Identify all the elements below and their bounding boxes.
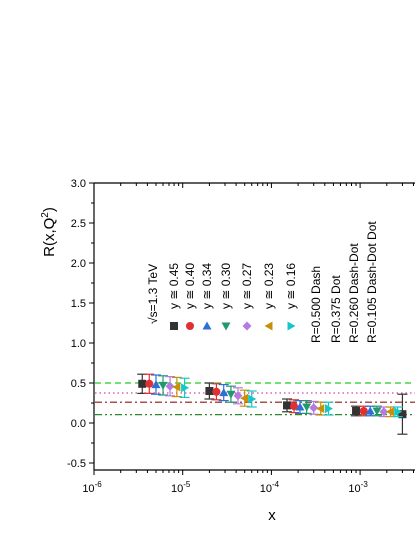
data-point [219,388,229,397]
legend-label: y ≅ 0.34 [200,263,214,309]
data-point [309,403,319,413]
legend-marker [202,321,212,330]
legend-marker [221,322,231,331]
data-point [212,387,221,396]
y-tick-label: 2.0 [71,258,86,270]
y-tick-label: 0.0 [71,418,86,430]
data-series [165,376,389,418]
data-series [158,375,382,417]
legend-label: y ≅ 0.27 [240,263,254,309]
x-tick-label: 10-6 [82,480,102,495]
data-point [181,383,190,393]
y-tick-label: -0.5 [67,458,86,470]
legend-label: y ≅ 0.23 [262,263,276,309]
data-point [151,380,161,389]
legend: y ≅ 0.45 y ≅ 0.40 y ≅ 0.34 y ≅ 0.30 y ≅ 0.27… [167,221,379,343]
legend-marker [170,322,178,330]
legend-label: y ≅ 0.30 [219,263,233,309]
data-point [398,410,407,419]
legend-marker [186,322,194,330]
ticks-layer: -0.5 0.0 0.5 1.0 1.5 2.0 2.5 3.0 10-6 10-5 10-4 10-… [67,178,415,495]
data-point [172,382,181,392]
x-tick-label: 10-3 [348,480,368,495]
y-tick-label: 1.5 [71,298,86,310]
legend-reference-label: R=0.375 Dot [329,275,343,343]
legend-marker [264,321,273,331]
x-tick-label: 10-5 [171,480,191,495]
legend-reference-label: R=0.260 Dash-Dot [347,243,361,343]
data-point [394,407,403,417]
data-point [233,391,243,401]
data-point [240,393,249,403]
legend-label: y ≅ 0.16 [284,263,298,309]
y-axis-title: R(x,Q2) [40,207,58,257]
data-point [365,406,375,415]
legend-label: y ≅ 0.45 [167,263,181,309]
y-tick-label: 3.0 [71,178,86,190]
data-point [372,407,382,416]
data-point [324,404,333,414]
legend-reference-label: R=0.500 Dash [309,266,323,343]
data-point [145,379,154,388]
data-series [137,373,408,435]
legend-title: √s=1.3 TeV [146,264,160,324]
data-point [295,402,305,411]
data-point [138,379,147,388]
data-point [248,394,257,404]
data-point [290,402,299,411]
y-tick-label: 1.0 [71,338,86,350]
data-point [302,403,312,412]
legend-reference-label: R=0.105 Dash-Dot Dot [365,221,379,343]
x-tick-label: 10-4 [260,480,280,495]
y-tick-label: 0.5 [71,378,86,390]
data-point [316,404,325,414]
x-axis-title: x [268,507,276,524]
legend-marker [242,321,252,331]
data-point [283,401,292,410]
series-layer [137,373,408,435]
data-point [359,407,368,415]
data-point [165,381,175,391]
data-point [352,407,361,415]
data-point [379,407,389,417]
data-series [171,376,396,418]
legend-marker [287,321,296,331]
data-series [179,377,403,418]
data-point [158,381,168,390]
data-point [205,387,214,395]
data-series [144,373,369,417]
data-point [226,390,236,399]
y-tick-label: 2.5 [71,218,86,230]
data-point [385,407,394,417]
legend-label: y ≅ 0.40 [183,263,197,309]
